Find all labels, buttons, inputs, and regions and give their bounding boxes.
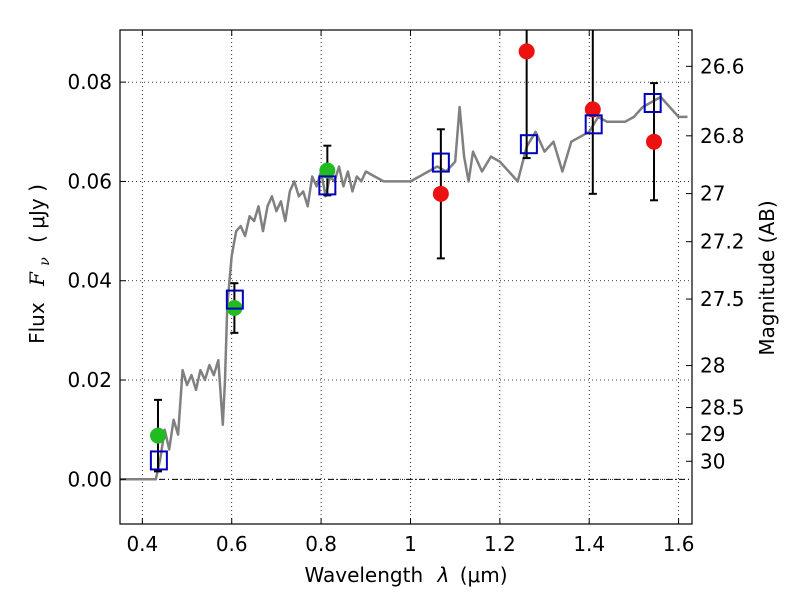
right-tick-label: 27.2 bbox=[700, 230, 745, 254]
y-axis-label-subscript: ν bbox=[37, 257, 53, 266]
data-point-red bbox=[518, 43, 535, 60]
data-point-red bbox=[432, 185, 449, 202]
right-tick-label: 30 bbox=[700, 449, 725, 473]
right-tick-label: 28.5 bbox=[700, 396, 745, 420]
y-axis-label: Flux F ν ( μJy ) bbox=[25, 184, 54, 344]
x-tick-label: 1.6 bbox=[663, 532, 695, 556]
x-tick-label: 1.2 bbox=[484, 532, 516, 556]
right-tick-label: 27 bbox=[700, 182, 725, 206]
x-tick-label: 1 bbox=[404, 532, 417, 556]
model-spectrum-line bbox=[120, 95, 688, 481]
y-tick-label: 0.00 bbox=[67, 467, 112, 491]
x-axis-label-symbol: λ bbox=[437, 563, 450, 587]
model-photometry-box bbox=[318, 175, 337, 196]
model-photometry-box bbox=[149, 450, 168, 471]
data-point-red bbox=[646, 133, 663, 150]
data-point-green bbox=[319, 162, 336, 179]
right-axis-label: Magnitude (AB) bbox=[755, 200, 779, 355]
x-tick-label: 1.4 bbox=[573, 532, 605, 556]
y-axis-label-unit: ( μJy ) bbox=[25, 184, 49, 243]
y-tick-label: 0.02 bbox=[67, 368, 112, 392]
right-tick-label: 27.5 bbox=[700, 287, 745, 311]
right-tick-label: 28 bbox=[700, 354, 725, 378]
model-photometry-box bbox=[584, 114, 603, 135]
right-tick-label: 26.6 bbox=[700, 54, 745, 78]
model-photometry-box bbox=[431, 152, 450, 173]
model-photometry-box bbox=[225, 289, 244, 310]
data-point-green bbox=[149, 427, 166, 444]
y-axis-label-symbol: F bbox=[25, 271, 49, 287]
y-tick-label: 0.04 bbox=[67, 269, 112, 293]
model-photometry-box bbox=[643, 92, 662, 113]
tick-labels: 0.4 0.6 0.8 1 1.2 1.4 1.6 0.00 0.02 0.04 0.06 0.08 2… bbox=[67, 54, 744, 556]
data-point-red bbox=[584, 101, 601, 118]
x-axis-label-unit: (μm) bbox=[460, 563, 508, 587]
x-tick-label: 0.4 bbox=[126, 532, 158, 556]
plot-frame bbox=[119, 29, 693, 525]
y-tick-label: 0.06 bbox=[67, 169, 112, 193]
x-tick-label: 0.6 bbox=[216, 532, 248, 556]
grid bbox=[120, 30, 692, 524]
x-tick-label: 0.8 bbox=[305, 532, 337, 556]
x-axis-label-text: Wavelength bbox=[304, 563, 423, 587]
axis-ticks bbox=[120, 30, 692, 524]
y-tick-label: 0.08 bbox=[67, 70, 112, 94]
right-tick-label: 29 bbox=[700, 422, 725, 446]
data-markers bbox=[149, 43, 663, 471]
x-axis-label: Wavelength λ (μm) bbox=[304, 563, 507, 587]
y-axis-label-text: Flux bbox=[25, 302, 49, 344]
model-photometry-box bbox=[519, 134, 538, 155]
right-tick-label: 26.8 bbox=[700, 124, 745, 148]
